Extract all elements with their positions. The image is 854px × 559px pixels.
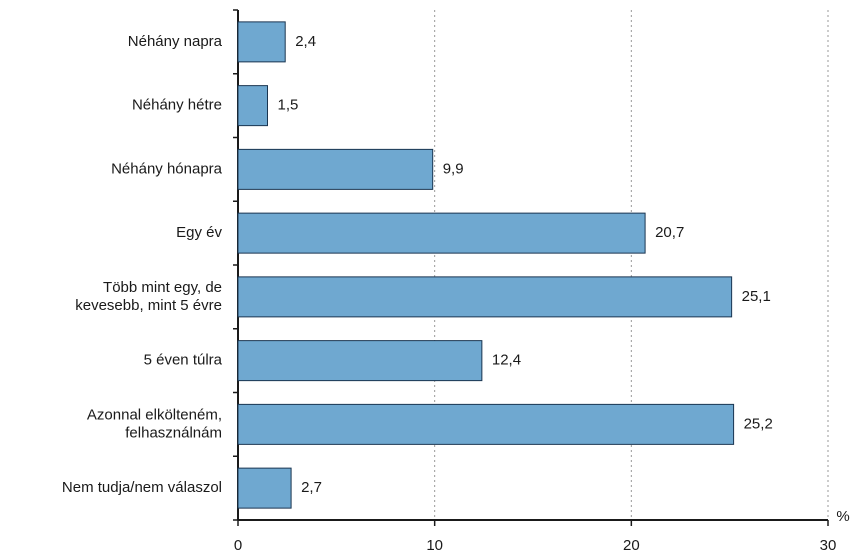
y-tick-label: Néhány hónapra xyxy=(111,160,223,177)
data-label: 2,7 xyxy=(301,479,322,496)
bar xyxy=(237,467,292,509)
bar xyxy=(237,85,268,127)
x-tick-label: 0 xyxy=(234,537,242,554)
y-tick-label: Néhány napra xyxy=(128,33,223,50)
y-tick-label: Több mint egy, de kevesebb, mint 5 évre xyxy=(75,279,222,314)
bar xyxy=(237,21,286,63)
y-tick-label: Néhány hétre xyxy=(132,97,222,114)
bar xyxy=(237,212,646,254)
bar xyxy=(237,276,733,318)
y-tick-label: 5 éven túlra xyxy=(144,352,223,369)
data-label: 2,4 xyxy=(295,33,316,50)
data-label: 12,4 xyxy=(492,352,521,369)
data-label: 25,2 xyxy=(744,415,773,432)
data-label: 9,9 xyxy=(443,160,464,177)
x-tick-label: 30 xyxy=(820,537,837,554)
bar xyxy=(237,148,434,190)
bar xyxy=(237,340,483,382)
x-tick-label: 20 xyxy=(623,537,640,554)
data-label: 20,7 xyxy=(655,224,684,241)
x-axis-label: % xyxy=(836,508,849,525)
data-label: 1,5 xyxy=(278,97,299,114)
x-tick-label: 10 xyxy=(426,537,443,554)
bar xyxy=(237,403,735,445)
data-label: 25,1 xyxy=(742,288,771,305)
y-tick-label: Nem tudja/nem válaszol xyxy=(62,479,222,496)
y-tick-label: Azonnal elkölteném, felhasználnám xyxy=(87,406,222,441)
y-tick-label: Egy év xyxy=(176,224,222,241)
